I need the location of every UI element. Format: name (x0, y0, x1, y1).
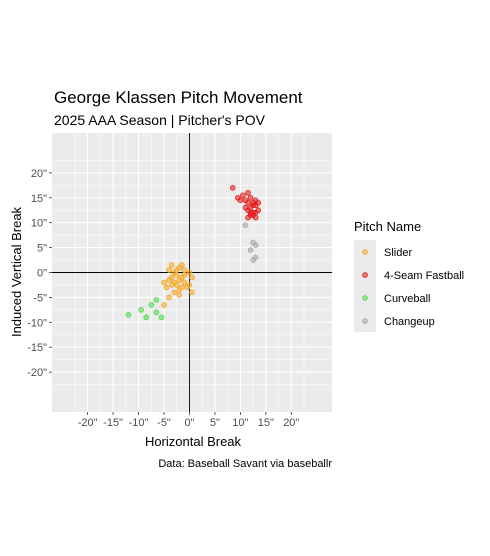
4-seam-fastball-point (252, 197, 259, 204)
legend-entry-label: Changeup (384, 316, 435, 328)
data-points (125, 185, 261, 321)
x-axis-title: Horizontal Break (145, 434, 242, 449)
x-tick-label: 5" (210, 417, 220, 429)
changeup-point (252, 242, 259, 248)
legend-entry-label: Curveball (384, 293, 430, 305)
4-seam-fastball-point (229, 185, 236, 191)
slider-point (186, 269, 193, 276)
y-axis-ticks: 20" 15" 10" 5" 0" -5" -10" -15" -20" (27, 168, 52, 379)
x-tick-label: 20" (283, 417, 299, 429)
curveball-point (125, 312, 132, 318)
y-tick-label: 15" (31, 193, 47, 205)
changeup-point (242, 222, 249, 228)
legend-key-background (354, 240, 376, 332)
slider-point (181, 272, 188, 278)
4-seam-fastball-point (247, 194, 254, 201)
slider-point (189, 289, 195, 296)
x-axis-ticks: -20" -15" -10" -5" 0" 5" 10" 15" 20" (78, 412, 299, 429)
slider-point (179, 262, 185, 268)
x-tick-label: -10" (129, 417, 149, 429)
4-seam-fastball-point (245, 214, 251, 221)
curveball-point (153, 297, 160, 303)
slider-point (176, 277, 183, 283)
x-tick-label: 10" (232, 417, 248, 429)
slider-point (171, 289, 177, 296)
curveball-point (148, 302, 155, 308)
y-tick-label: 20" (31, 168, 47, 180)
legend-title: Pitch Name (354, 219, 421, 234)
x-tick-label: -15" (103, 417, 123, 429)
slider-point (163, 284, 170, 291)
slider-point (161, 302, 167, 308)
slider-point (161, 279, 167, 286)
curveball-point (153, 309, 160, 316)
4-seam-fastball-point (237, 197, 244, 204)
slider-point (168, 262, 175, 268)
x-tick-label: 15" (258, 417, 274, 429)
chart-title: George Klassen Pitch Movement (54, 88, 303, 107)
4-seam-fastball-point (245, 189, 251, 196)
slider-point (166, 277, 172, 283)
slider-point (166, 267, 172, 273)
y-axis-title: Induced Vertical Break (9, 206, 24, 337)
legend-entry-label: 4-Seam Fastball (384, 270, 464, 282)
4-seam-fastball-point (245, 199, 251, 206)
legend-key-marker (362, 249, 368, 255)
slider-point (176, 292, 183, 298)
y-tick-label: 10" (31, 218, 47, 230)
x-tick-label: -5" (157, 417, 171, 429)
curveball-point (143, 314, 149, 321)
y-tick-label: 0" (37, 268, 47, 280)
chart-subtitle: 2025 AAA Season | Pitcher's POV (54, 112, 266, 128)
slider-point (173, 282, 180, 288)
y-tick-label: -15" (27, 342, 47, 354)
y-tick-label: 5" (37, 243, 47, 255)
legend: Pitch Name Slider 4-Seam Fastball Curvebal… (354, 219, 464, 332)
x-tick-label: -20" (78, 417, 98, 429)
slider-point (166, 294, 172, 301)
legend-entry-label: Slider (384, 247, 412, 259)
4-seam-fastball-point (242, 204, 249, 211)
slider-point (189, 274, 195, 281)
4-seam-fastball-point (240, 192, 246, 199)
y-tick-label: -5" (33, 292, 47, 304)
legend-key-marker (362, 295, 368, 301)
y-tick-label: -20" (27, 367, 47, 379)
legend-items: Slider 4-Seam Fastball Curveball Changeup (362, 247, 464, 328)
changeup-point (252, 254, 259, 261)
y-tick-label: -10" (27, 317, 47, 329)
slider-point (181, 279, 188, 286)
slider-point (173, 272, 180, 278)
slider-point (168, 282, 175, 288)
chart-caption: Data: Baseball Savant via baseballr (158, 458, 332, 470)
slider-point (186, 282, 193, 288)
changeup-point (247, 247, 254, 253)
4-seam-fastball-point (250, 202, 256, 209)
legend-key-marker (362, 318, 368, 324)
slider-point (181, 267, 188, 273)
curveball-point (158, 314, 165, 321)
legend-key-marker (362, 272, 368, 278)
slider-point (173, 267, 180, 273)
x-tick-label: 0" (184, 417, 194, 429)
slider-point (176, 287, 183, 293)
4-seam-fastball-point (250, 212, 256, 219)
curveball-point (138, 307, 144, 313)
